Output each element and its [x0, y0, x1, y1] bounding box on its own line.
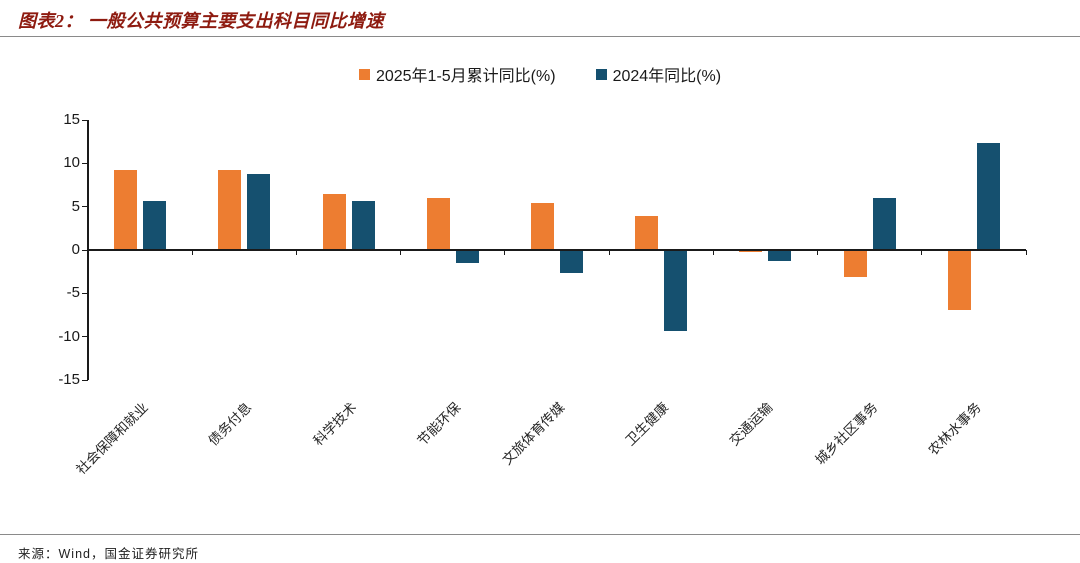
- bar-卫生健康-2025年1-5月累计同比(%): [635, 216, 659, 250]
- bar-交通运输-2025年1-5月累计同比(%): [739, 250, 763, 252]
- y-axis-tick-label: 10: [63, 154, 80, 172]
- x-axis-tick: [608, 250, 610, 255]
- x-axis-tick: [712, 250, 714, 255]
- y-axis-tick-label: 15: [63, 111, 80, 128]
- bar-科学技术-2025年1-5月累计同比(%): [322, 193, 346, 250]
- bar-债务付息-2025年1-5月累计同比(%): [218, 170, 242, 250]
- y-axis-tick-label: 5: [71, 197, 80, 215]
- bar-科学技术-2024年同比(%): [351, 200, 375, 250]
- category-label: 卫生健康: [622, 399, 672, 449]
- category-label: 债务付息: [205, 399, 255, 449]
- title-divider: [0, 36, 1080, 37]
- legend-swatch-icon: [358, 68, 370, 80]
- legend-item-0: 2025年1-5月累计同比(%): [358, 62, 556, 86]
- y-axis-tick: [82, 162, 88, 164]
- category-label: 农林水事务: [925, 399, 985, 459]
- category-label: 文旅体育传媒: [499, 399, 568, 468]
- legend-label: 2024年同比(%): [612, 68, 722, 85]
- category-label: 社会保障和就业: [73, 399, 151, 478]
- bar-债务付息-2024年同比(%): [247, 173, 271, 250]
- legend-swatch-icon: [595, 68, 607, 80]
- x-axis-tick: [87, 250, 89, 255]
- footer-divider: [0, 534, 1080, 535]
- y-axis-tick-label: -10: [58, 327, 80, 345]
- bar-交通运输-2024年同比(%): [768, 250, 792, 262]
- x-axis-tick: [504, 250, 506, 255]
- y-axis-tick-label: 0: [71, 241, 80, 258]
- x-axis-tick: [191, 250, 193, 255]
- y-axis-tick: [82, 336, 88, 338]
- y-axis-tick-label: -5: [66, 284, 80, 302]
- bar-农林水事务-2025年1-5月累计同比(%): [947, 250, 971, 310]
- y-axis-tick: [82, 379, 88, 381]
- bar-节能环保-2024年同比(%): [455, 250, 479, 263]
- category-label: 交通运输: [727, 399, 776, 449]
- x-axis-tick: [295, 250, 297, 255]
- y-axis-tick: [82, 206, 88, 208]
- figure-title: 图表2： 一般公共预算主要支出科目同比增速: [18, 11, 384, 31]
- bar-城乡社区事务-2025年1-5月累计同比(%): [843, 250, 867, 277]
- bar-卫生健康-2024年同比(%): [664, 250, 688, 331]
- x-axis-tick: [817, 250, 819, 255]
- category-label: 节能环保: [414, 399, 464, 449]
- y-axis-tick: [82, 292, 88, 294]
- category-label: 城乡社区事务: [812, 399, 881, 468]
- x-axis-line: [88, 249, 1026, 251]
- y-axis-tick-label: -15: [58, 371, 80, 388]
- legend-item-1: 2024年同比(%): [595, 62, 722, 86]
- y-axis-tick: [82, 119, 88, 121]
- bar-社会保障和就业-2024年同比(%): [143, 201, 167, 250]
- bar-城乡社区事务-2024年同比(%): [872, 198, 896, 250]
- bar-文旅体育传媒-2024年同比(%): [560, 250, 583, 273]
- x-axis-tick: [921, 250, 923, 255]
- x-axis-tick: [1025, 250, 1027, 255]
- source-note: 来源：Wind，国金证券研究所: [18, 547, 199, 561]
- legend-label: 2025年1-5月累计同比(%): [375, 68, 556, 85]
- x-axis-tick: [400, 250, 402, 255]
- category-label: 科学技术: [310, 399, 359, 449]
- bar-农林水事务-2024年同比(%): [976, 142, 1000, 250]
- y-axis-tick: [82, 249, 88, 251]
- bar-节能环保-2025年1-5月累计同比(%): [426, 198, 450, 250]
- bar-文旅体育传媒-2025年1-5月累计同比(%): [531, 203, 554, 250]
- bar-社会保障和就业-2025年1-5月累计同比(%): [114, 170, 138, 250]
- chart-legend: 2025年1-5月累计同比(%) 2024年同比(%): [0, 62, 1080, 86]
